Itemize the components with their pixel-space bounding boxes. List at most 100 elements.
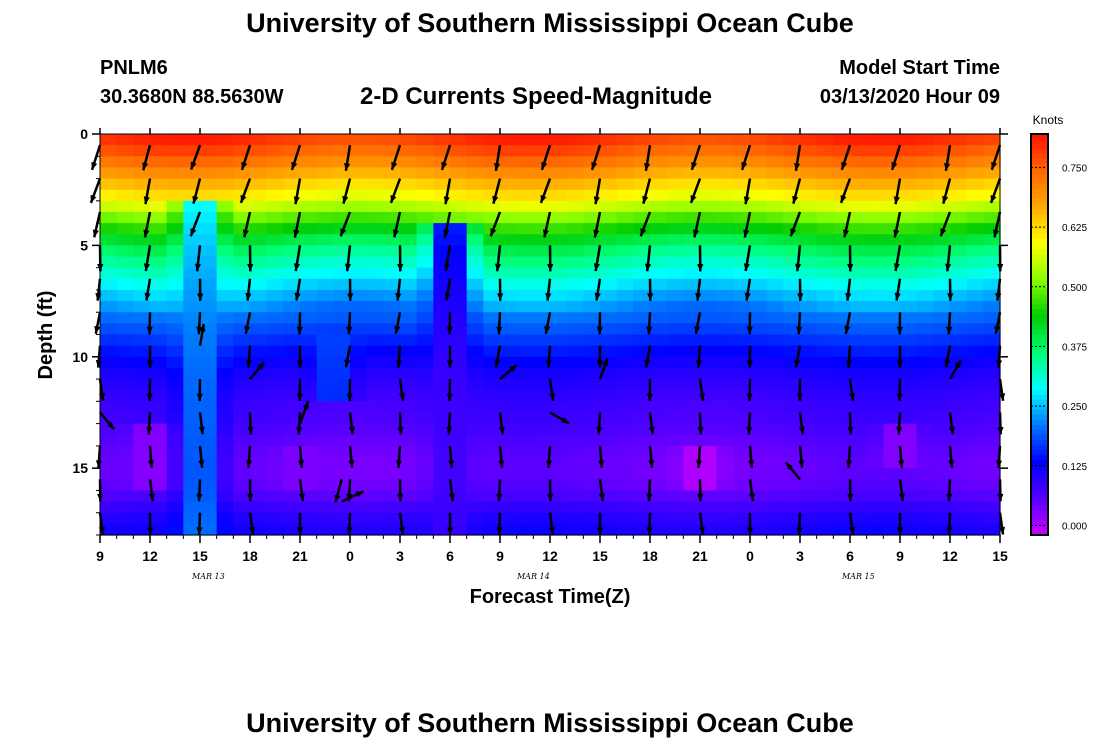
heatmap-cell: [716, 145, 734, 157]
current-arrow: [344, 144, 352, 172]
heatmap-cell: [283, 390, 301, 402]
heatmap-cell: [216, 167, 234, 180]
heatmap-cell: [483, 323, 501, 336]
heatmap-cell: [350, 134, 368, 146]
heatmap-cell: [983, 234, 1001, 246]
heatmap-cell: [216, 178, 234, 191]
heatmap-cell: [516, 356, 534, 369]
heatmap-cell: [566, 479, 584, 492]
heatmap-cell: [200, 211, 218, 224]
heatmap-cell: [916, 156, 934, 169]
heatmap-cell: [683, 178, 701, 191]
heatmap-cell: [166, 379, 184, 391]
main-title: University of Southern Mississippi Ocean…: [246, 8, 854, 38]
heatmap-cell: [683, 412, 701, 425]
heatmap-cell: [500, 390, 518, 402]
heatmap-cell: [816, 200, 834, 213]
heatmap-cell: [366, 167, 384, 180]
heatmap-cell: [416, 512, 434, 525]
colorbar-segment: [1031, 409, 1048, 416]
heatmap-cell: [616, 211, 634, 224]
x-tick-label: 9: [496, 548, 504, 564]
heatmap-cell: [966, 289, 984, 302]
heatmap-cell: [550, 323, 568, 336]
heatmap-cell: [883, 445, 901, 458]
heatmap-cell: [516, 200, 534, 213]
heatmap-cell: [550, 423, 568, 436]
heatmap-cell: [600, 301, 618, 313]
heatmap-cell: [900, 334, 918, 347]
heatmap-cell: [716, 167, 734, 180]
heatmap-cell: [650, 267, 668, 280]
current-arrow: [196, 479, 203, 502]
heatmap-cell: [650, 189, 668, 202]
heatmap-cell: [983, 323, 1001, 336]
heatmap-cell: [700, 312, 718, 324]
heatmap-cell: [616, 367, 634, 380]
heatmap-cell: [200, 401, 218, 414]
heatmap-cell: [766, 468, 784, 480]
heatmap-cell: [916, 256, 934, 269]
heatmap-cell: [733, 245, 751, 258]
heatmap-cell: [566, 167, 584, 180]
heatmap-cell: [283, 412, 301, 425]
heatmap-cell: [233, 379, 251, 391]
heatmap-cell: [316, 512, 334, 525]
heatmap-cell: [916, 345, 934, 358]
heatmap-cell: [950, 278, 968, 291]
heatmap-cell: [500, 134, 518, 146]
heatmap-cell: [216, 412, 234, 425]
heatmap-cell: [100, 234, 118, 246]
current-arrow: [492, 178, 502, 205]
heatmap-cell: [933, 189, 951, 202]
heatmap-cell: [600, 289, 618, 302]
heatmap-cell: [883, 256, 901, 269]
heatmap-cell: [616, 490, 634, 503]
heatmap-cell: [433, 512, 451, 525]
heatmap-cell: [266, 145, 284, 157]
heatmap-cell: [500, 211, 518, 224]
heatmap-cell: [866, 512, 884, 525]
heatmap-cell: [583, 134, 601, 146]
heatmap-cell: [433, 145, 451, 157]
heatmap-cell: [550, 490, 568, 503]
heatmap-cell: [900, 156, 918, 169]
heatmap-cell: [566, 267, 584, 280]
heatmap-cell: [583, 390, 601, 402]
heatmap-cell: [650, 312, 668, 324]
heatmap-cell: [483, 312, 501, 324]
heatmap-cell: [216, 423, 234, 436]
current-arrow: [639, 211, 652, 237]
heatmap-cell: [233, 512, 251, 525]
heatmap-cell: [116, 412, 134, 425]
heatmap-cell: [566, 234, 584, 246]
heatmap-cell: [166, 468, 184, 480]
heatmap-cell: [866, 423, 884, 436]
current-arrow: [948, 359, 963, 380]
current-arrow: [448, 445, 455, 468]
heatmap-cell: [933, 289, 951, 302]
heatmap-cell: [300, 301, 318, 313]
heatmap-cell: [200, 512, 218, 525]
current-arrow: [644, 345, 652, 368]
current-arrow: [545, 445, 553, 468]
heatmap-cell: [950, 468, 968, 480]
heatmap-cell: [150, 211, 168, 224]
heatmap-cell: [466, 512, 484, 525]
heatmap-cell: [566, 512, 584, 525]
heatmap-cell: [833, 145, 851, 157]
heatmap-cell: [933, 256, 951, 269]
heatmap-cell: [216, 323, 234, 336]
heatmap-cell: [133, 367, 151, 380]
heatmap-cell: [866, 445, 884, 458]
heatmap-cell: [800, 156, 818, 169]
x-tick-label: 6: [846, 548, 854, 564]
heatmap-cell: [750, 379, 768, 391]
heatmap-cell: [466, 356, 484, 369]
heatmap-cell: [600, 390, 618, 402]
heatmap-cell: [866, 379, 884, 391]
heatmap-cell: [816, 379, 834, 391]
heatmap-cell: [616, 256, 634, 269]
heatmap-cell: [983, 134, 1001, 146]
heatmap-cell: [383, 367, 401, 380]
